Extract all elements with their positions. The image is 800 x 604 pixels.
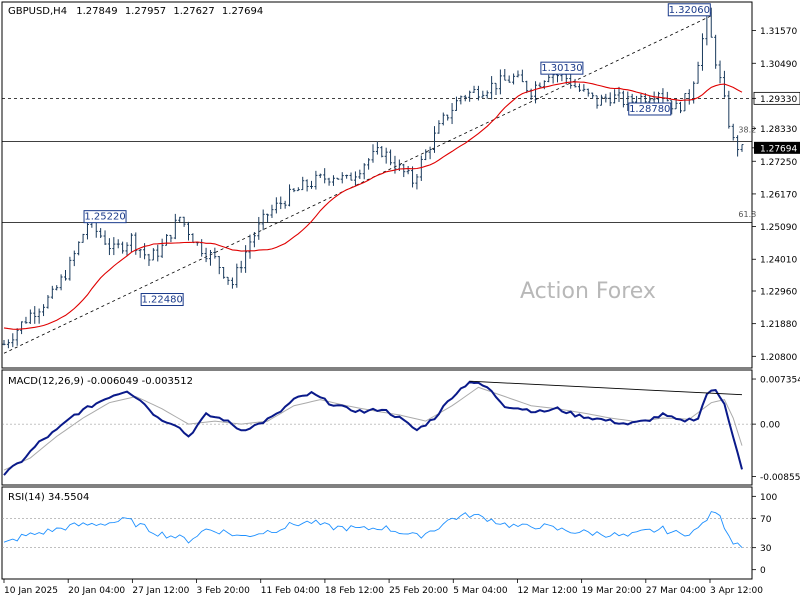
rsi-tick-label-1: 70	[760, 515, 772, 525]
price-tick-label-11: 1.20800	[760, 353, 797, 363]
annotation-label-1: 1.30130	[541, 63, 582, 74]
x-tick-label-9: 19 Mar 20:00	[582, 586, 642, 596]
x-tick-label-6: 25 Feb 20:00	[389, 586, 448, 596]
macd-title: MACD(12,26,9) -0.006049 -0.003512	[8, 376, 193, 387]
rsi-title: RSI(14) 34.5504	[8, 492, 89, 503]
rsi-line	[3, 511, 743, 548]
x-tick-label-11: 3 Apr 12:00	[710, 586, 763, 596]
price-tick-label-4: 1.27694	[760, 144, 797, 154]
price-tick-label-6: 1.26170	[760, 190, 797, 200]
ohlc-close: 1.27694	[222, 6, 263, 17]
annotation-label-0: 1.32060	[669, 5, 710, 16]
macd-tick-label-2: -0.008558	[760, 473, 800, 483]
annotation-box-4	[140, 293, 184, 307]
axes-layer: 1.31570 1.30490 1.29330 1.28330 1.27694 1.272…	[3, 27, 800, 596]
macd-line	[3, 380, 743, 476]
macd-layer	[2, 380, 752, 476]
ohlc-open: 1.27849	[76, 6, 117, 17]
macd-panel-frame	[1, 369, 753, 486]
rsi-tick-label-3: 0	[760, 566, 766, 576]
price-tag-4	[754, 141, 800, 154]
price-tick-label-10: 1.21880	[760, 320, 797, 330]
price-header: GBPUSD,H4 1.27849 1.27957 1.27627 1.2769…	[8, 6, 263, 17]
x-tick-label-4: 11 Feb 04:00	[261, 586, 320, 596]
price-tick-label-7: 1.25090	[760, 223, 797, 233]
annotation-box-0	[667, 3, 711, 17]
annotation-label-4: 1.22480	[141, 295, 182, 306]
fib-label-1: 61.8	[738, 210, 756, 219]
x-tick-label-2: 27 Jan 12:00	[132, 586, 189, 596]
x-tick-label-5: 18 Feb 12:00	[325, 586, 384, 596]
price-tick-label-9: 1.22960	[760, 287, 797, 297]
macd-tick-label-0: 0.007354	[760, 376, 800, 386]
symbol-timeframe: GBPUSD,H4	[8, 6, 67, 17]
price-panel-frame	[1, 1, 753, 369]
rsi-layer	[2, 511, 752, 548]
moving-average-line	[3, 81, 743, 330]
watermark: Action Forex	[520, 279, 656, 304]
macd-divergence-line	[469, 380, 743, 396]
x-tick-label-7: 5 Mar 04:00	[453, 586, 508, 596]
price-tick-label-3: 1.28330	[760, 125, 797, 135]
annotation-label-3: 1.25220	[84, 212, 125, 223]
annotation-box-2	[628, 102, 672, 116]
x-tick-label-0: 10 Jan 2025	[4, 586, 58, 596]
price-tick-label-1: 1.30490	[760, 60, 797, 70]
fib-label-0: 38.2	[738, 126, 756, 135]
x-tick-label-10: 27 Mar 04:00	[646, 586, 706, 596]
price-tick-label-2: 1.29330	[760, 95, 797, 105]
annotation-box-1	[540, 61, 584, 75]
macd-signal-line	[3, 386, 743, 471]
price-tick-label-8: 1.24010	[760, 256, 797, 266]
x-tick-label-3: 3 Feb 20:00	[197, 586, 251, 596]
trend-line	[3, 15, 712, 354]
ohlc-low: 1.27627	[173, 6, 214, 17]
annotation-label-2: 1.28780	[629, 104, 670, 115]
annotation-box-3	[83, 210, 127, 224]
price-tick-label-5: 1.27250	[760, 158, 797, 168]
rsi-tick-label-2: 30	[760, 544, 772, 554]
x-tick-label-1: 20 Jan 04:00	[68, 586, 125, 596]
macd-tick-label-1: 0.00	[760, 421, 780, 431]
ohlc-high: 1.27957	[125, 6, 166, 17]
x-tick-label-8: 12 Mar 12:00	[517, 586, 577, 596]
price-tick-label-0: 1.31570	[760, 27, 797, 37]
rsi-panel-frame	[1, 486, 753, 580]
price-layer: 38.2 61.8 1.32060 1.30130 1.28780 1.25220 1.22…	[2, 3, 756, 354]
rsi-tick-label-0: 100	[760, 493, 777, 503]
